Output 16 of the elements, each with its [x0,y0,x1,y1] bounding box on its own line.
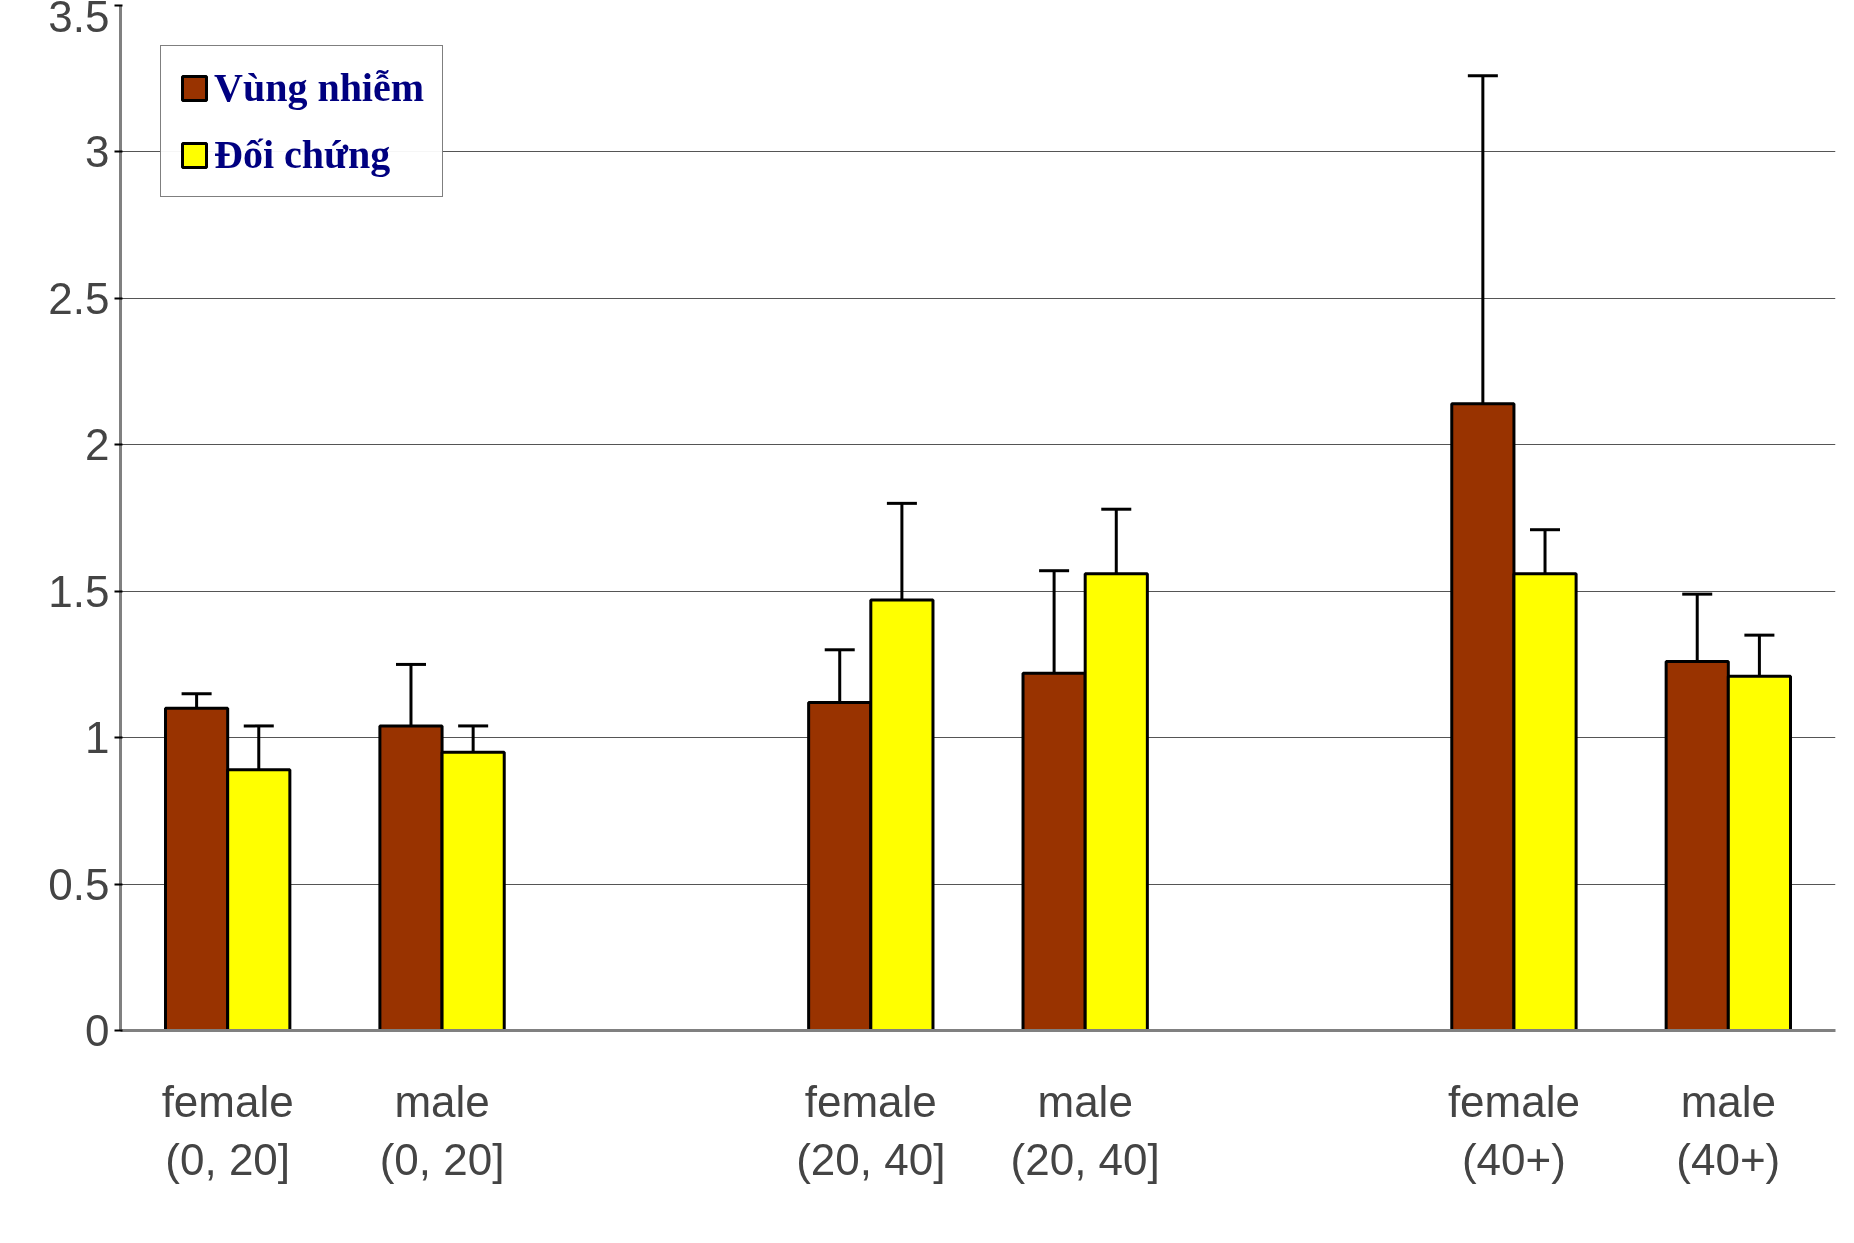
x-tick-label: female (20, 40] [796,1076,946,1185]
y-tick-label: 1 [85,713,110,763]
y-tick-label: 2.5 [48,273,110,323]
y-tick-label: 2 [85,420,110,470]
x-tick-label: female (0, 20] [161,1076,294,1185]
legend-label: Vùng nhiễm [214,64,425,111]
x-tick-label: female (40+) [1447,1076,1580,1185]
x-tick-label: male (20, 40] [1010,1076,1160,1185]
y-tick-label: 0 [85,1006,110,1055]
y-tick-label: 3.5 [48,0,110,41]
y-tick-label: 0.5 [48,859,110,909]
legend-label: Đối chứng [214,131,391,178]
y-tick-label: 1.5 [48,566,110,616]
x-tick-label: male (0, 20] [379,1076,505,1185]
y-tick-label: 3 [85,127,110,177]
x-tick-label: male (40+) [1676,1076,1781,1185]
